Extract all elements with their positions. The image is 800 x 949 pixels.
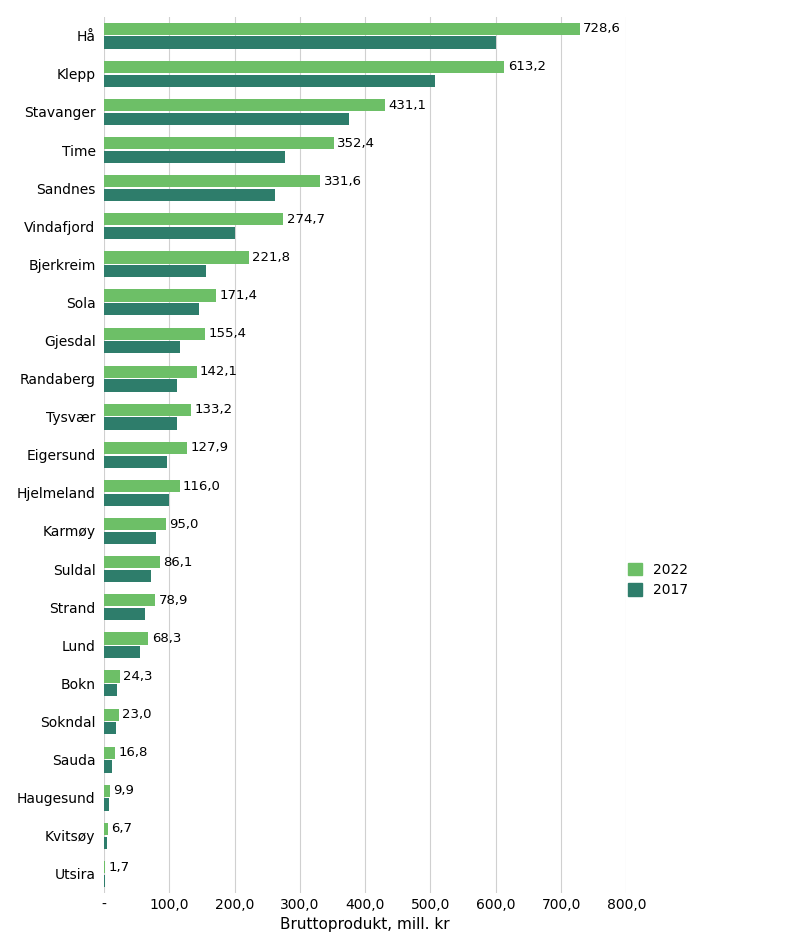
Text: 86,1: 86,1 <box>163 556 193 568</box>
Bar <box>104 403 191 416</box>
Bar <box>104 151 285 163</box>
Bar <box>104 265 206 277</box>
Bar <box>104 227 234 239</box>
Text: 613,2: 613,2 <box>508 61 546 73</box>
Bar <box>104 61 505 73</box>
Text: 155,4: 155,4 <box>209 327 246 340</box>
Bar <box>104 531 156 544</box>
Text: 78,9: 78,9 <box>158 594 188 606</box>
Text: 221,8: 221,8 <box>252 251 290 264</box>
Text: 24,3: 24,3 <box>123 670 153 683</box>
Legend: 2022, 2017: 2022, 2017 <box>628 563 688 598</box>
Bar <box>104 556 160 568</box>
Bar <box>104 189 275 201</box>
Bar <box>104 747 115 759</box>
Bar <box>104 380 177 392</box>
Bar <box>104 722 116 735</box>
Text: 431,1: 431,1 <box>389 99 426 112</box>
Text: 95,0: 95,0 <box>169 517 198 530</box>
Text: 274,7: 274,7 <box>286 213 325 226</box>
Text: 16,8: 16,8 <box>118 746 147 759</box>
Text: 728,6: 728,6 <box>583 23 621 35</box>
Bar <box>104 480 180 493</box>
Bar <box>104 176 321 187</box>
Bar <box>104 785 110 797</box>
Bar <box>104 23 580 35</box>
Bar <box>104 99 386 111</box>
Bar <box>104 113 349 125</box>
Text: 127,9: 127,9 <box>190 441 229 455</box>
Text: 6,7: 6,7 <box>111 823 133 835</box>
Text: 171,4: 171,4 <box>219 289 257 302</box>
Text: 9,9: 9,9 <box>114 784 134 797</box>
Bar <box>104 709 119 720</box>
Bar <box>104 760 112 772</box>
Bar <box>104 836 107 848</box>
Text: 352,4: 352,4 <box>338 137 375 150</box>
Text: 133,2: 133,2 <box>194 403 232 417</box>
Bar <box>104 251 249 264</box>
Bar <box>104 798 109 810</box>
Bar <box>104 442 187 454</box>
Bar <box>104 36 497 48</box>
Bar <box>104 684 117 697</box>
Bar <box>104 861 105 873</box>
Bar <box>104 327 206 340</box>
Bar <box>104 214 283 226</box>
Bar <box>104 75 435 86</box>
Text: 1,7: 1,7 <box>108 861 130 873</box>
Text: 331,6: 331,6 <box>324 175 362 188</box>
Bar <box>104 518 166 530</box>
Bar <box>104 823 108 835</box>
Bar <box>104 594 155 606</box>
Text: 116,0: 116,0 <box>183 479 221 493</box>
Text: 142,1: 142,1 <box>200 365 238 379</box>
Bar <box>104 569 151 582</box>
Bar <box>104 365 197 378</box>
Bar <box>104 342 180 353</box>
Text: 23,0: 23,0 <box>122 708 152 721</box>
Bar <box>104 418 177 430</box>
Bar <box>104 632 149 644</box>
Bar <box>104 646 141 659</box>
Bar <box>104 303 198 315</box>
Bar <box>104 137 334 149</box>
Bar <box>104 608 145 620</box>
Bar <box>104 670 120 682</box>
X-axis label: Bruttoprodukt, mill. kr: Bruttoprodukt, mill. kr <box>280 918 450 932</box>
Text: 68,3: 68,3 <box>152 632 181 645</box>
Bar <box>104 456 167 468</box>
Bar <box>104 289 216 302</box>
Bar <box>104 493 169 506</box>
